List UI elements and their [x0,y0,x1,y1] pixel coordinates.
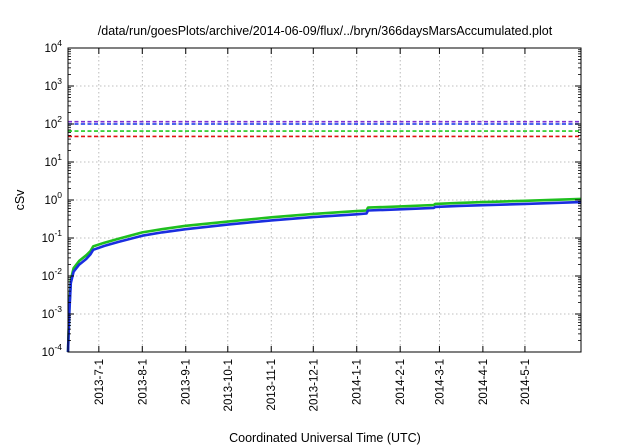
x-tick-label: 2013-7-1 [94,359,106,405]
y-tick-base: 10 [44,157,57,169]
y-tick-base: 10 [44,81,57,93]
x-tick-label: 2014-2-1 [395,359,407,405]
y-tick-exponent: 0 [57,190,62,200]
x-axis: 2013-7-1 2013-8-1 2013-9-1 2013-10-1 2013-11… [94,48,532,411]
y-tick-label: 10-2 [42,266,63,283]
y-tick-exponent: -2 [54,266,62,276]
x-tick-label: 2013-8-1 [137,359,149,405]
x-tick-label: 2014-3-1 [434,359,446,405]
x-tick-label: 2014-5-1 [520,359,532,405]
y-tick-base: 10 [42,347,55,359]
y-tick-base: 10 [44,195,57,207]
x-tick-label: 2014-1-1 [352,359,364,405]
x-tick-label: 2014-4-1 [478,359,490,405]
y-tick-exponent: -1 [54,228,62,238]
series-lines [66,197,582,353]
y-tick-label: 10-3 [42,304,63,321]
x-axis-label: Coordinated Universal Time (UTC) [229,431,421,445]
y-tick-exponent: -3 [54,304,62,314]
y-tick-base: 10 [44,43,57,55]
y-tick-label: 102 [44,114,62,131]
x-tick-label: 2013-11-1 [266,359,278,411]
y-tick-label: 10-4 [42,342,63,359]
x-tick-label: 2013-9-1 [181,359,193,405]
x-tick-label: 2013-10-1 [223,359,235,411]
y-tick-base: 10 [42,233,55,245]
y-tick-exponent: 3 [57,76,62,86]
series-line [66,197,582,353]
reference-lines [68,120,581,138]
y-tick-label: 100 [44,190,62,207]
chart-title: /data/run/goesPlots/archive/2014-06-09/f… [98,24,553,38]
y-tick-label: 101 [44,152,62,169]
y-tick-label: 103 [44,76,62,93]
y-tick-base: 10 [42,309,55,321]
y-tick-label: 10-1 [42,228,63,245]
grid [68,48,581,352]
y-tick-base: 10 [42,271,55,283]
y-tick-exponent: 4 [57,38,62,48]
y-tick-exponent: 2 [57,114,62,124]
y-tick-exponent: 1 [57,152,62,162]
y-tick-exponent: -4 [54,342,62,352]
y-tick-base: 10 [44,119,57,131]
series-line [66,200,582,353]
x-tick-label: 2013-12-1 [308,359,320,411]
y-tick-label: 104 [44,38,62,55]
y-axis-label: cSv [13,189,27,211]
